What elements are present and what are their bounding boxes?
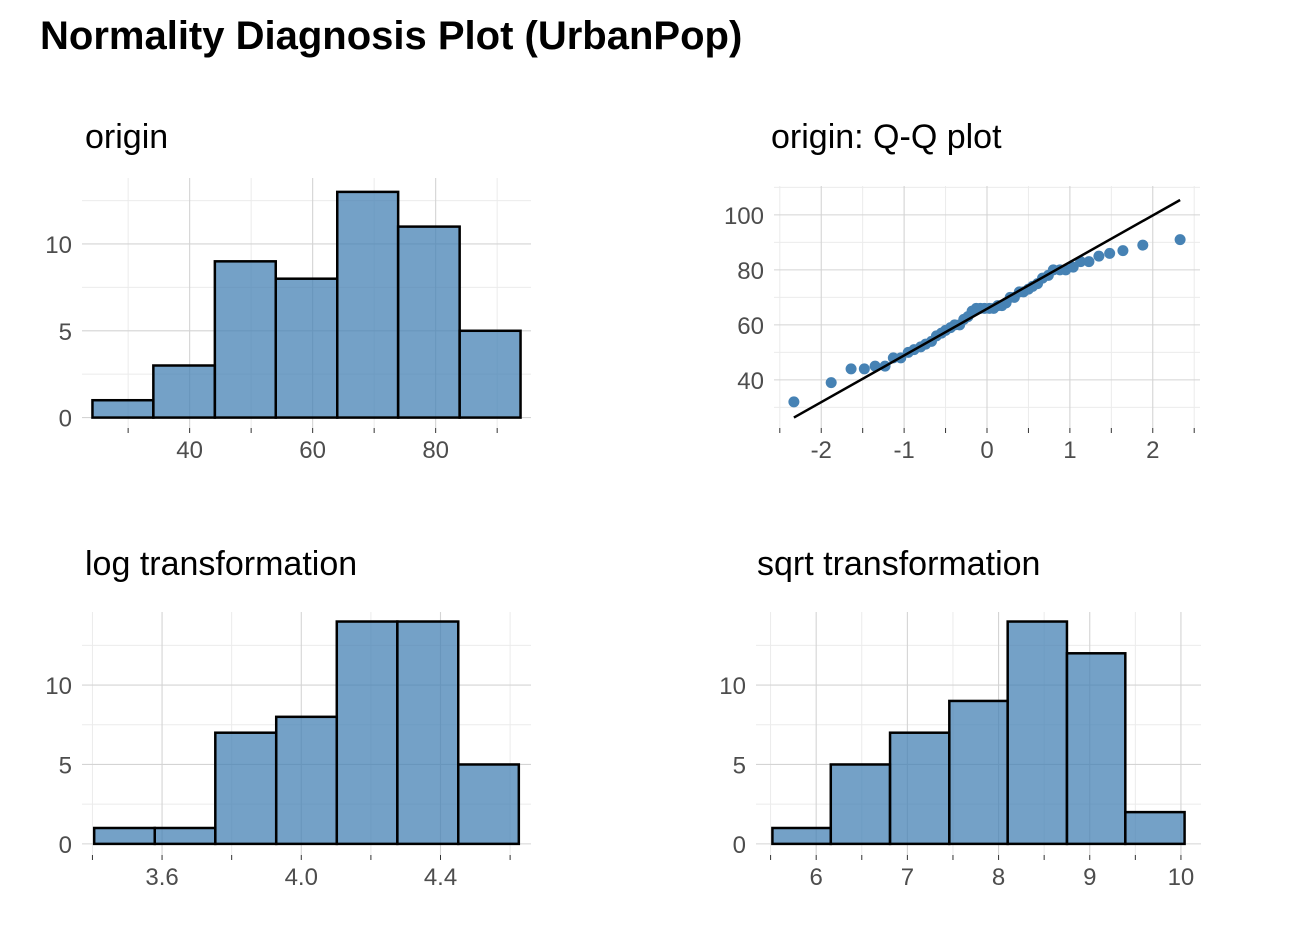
y-tick-label: 0 [59, 406, 72, 433]
x-tick-label: 80 [422, 437, 449, 464]
panel-title: origin [85, 118, 168, 156]
panel-3: log transformation 3.6 4.0 4.4 0 5 10 [45, 545, 531, 891]
histogram-bars [91, 190, 522, 419]
x-tick-label: 40 [176, 437, 203, 464]
histogram-bars [771, 620, 1186, 846]
histogram-bar [396, 620, 460, 846]
x-tick-label: 60 [299, 437, 326, 464]
histogram-bar [335, 620, 399, 846]
x-tick-label: 9 [1083, 864, 1096, 891]
histogram-bar [153, 826, 217, 846]
histogram-bar [152, 364, 217, 419]
histogram-bar [948, 699, 1009, 846]
x-tick-label: 3.6 [145, 864, 178, 891]
histogram-bar [214, 731, 278, 846]
x-tick-label: 10 [1168, 864, 1195, 891]
gridlines [774, 186, 1200, 428]
x-tick-label: 6 [810, 864, 823, 891]
x-tick-label: 7 [901, 864, 914, 891]
qq-point [825, 377, 837, 389]
qq-point [1117, 245, 1129, 257]
histogram-bar [458, 329, 522, 419]
histogram-bar [396, 225, 461, 419]
qq-point [858, 363, 870, 375]
y-tick-label: 80 [737, 258, 764, 285]
y-tick-label: 40 [737, 368, 764, 395]
y-tick-label: 0 [733, 832, 746, 859]
y-tick-label: 5 [733, 752, 746, 779]
qq-point [1093, 250, 1105, 262]
panel-title: origin: Q-Q plot [771, 118, 1002, 156]
x-tick-label: 0 [980, 437, 993, 464]
qq-point [1174, 234, 1186, 246]
y-tick-label: 5 [59, 752, 72, 779]
histogram-bar [274, 277, 339, 419]
qq-point [1083, 256, 1095, 268]
histogram-bar [1065, 652, 1127, 846]
panel-title: sqrt transformation [757, 545, 1040, 583]
x-tick-label: -2 [811, 437, 832, 464]
y-tick-label: 0 [59, 832, 72, 859]
qq-reference-line [793, 198, 1181, 419]
histogram-bar [336, 190, 400, 419]
qq-point [1137, 239, 1149, 251]
histogram-bar [829, 763, 892, 846]
x-tick-label: 4.0 [285, 864, 318, 891]
histogram-bar [213, 260, 277, 419]
panel-2: origin: Q-Q plot -2 -1 0 1 2 40 60 80 100 [724, 118, 1200, 464]
x-tick-label: 1 [1063, 437, 1076, 464]
qq-point [788, 396, 800, 408]
histogram-bar [91, 398, 155, 419]
histogram-bar [888, 731, 951, 846]
y-tick-label: 10 [45, 673, 72, 700]
histogram-bar [92, 826, 156, 846]
y-tick-label: 10 [719, 673, 746, 700]
panel-title: log transformation [85, 545, 357, 583]
y-tick-label: 100 [724, 203, 764, 230]
y-tick-label: 5 [59, 319, 72, 346]
qq-point [1104, 247, 1116, 259]
histogram-bar [1006, 620, 1069, 846]
y-tick-label: 10 [45, 232, 72, 259]
histogram-bar [457, 763, 521, 846]
x-tick-label: 2 [1146, 437, 1159, 464]
histogram-bar [1124, 810, 1186, 846]
x-tick-label: 4.4 [424, 864, 457, 891]
x-tick-label: -1 [893, 437, 914, 464]
histogram-bar [771, 826, 833, 846]
histogram-bars [92, 620, 521, 846]
histogram-bar [274, 715, 339, 846]
x-tick-label: 8 [992, 864, 1005, 891]
figure-title: Normality Diagnosis Plot (UrbanPop) [40, 14, 743, 58]
panel-4: sqrt transformation 6 7 8 9 10 0 5 10 [719, 545, 1201, 891]
qq-point [845, 363, 857, 375]
panel-1: origin 40 60 80 0 5 10 [45, 118, 531, 464]
y-tick-label: 60 [737, 313, 764, 340]
